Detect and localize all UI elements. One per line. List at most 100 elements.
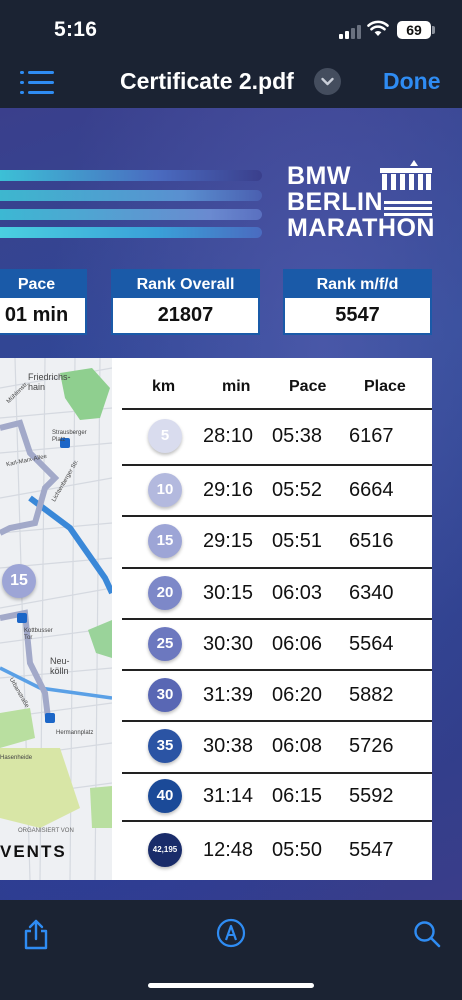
brandenburg-gate-icon [380, 160, 432, 190]
split-row: 20 30:15 06:03 6340 [122, 567, 432, 618]
map-label: Hasenheide [0, 755, 33, 761]
row-divider [122, 408, 432, 410]
split-min: 30:38 [203, 735, 254, 757]
split-place: 5882 [349, 684, 394, 706]
events-text: VENTS [0, 842, 67, 861]
logo-lines [384, 201, 432, 219]
split-min: 28:10 [203, 425, 254, 447]
status-bar: 5:16 69 [0, 0, 462, 58]
row-divider [122, 720, 432, 722]
row-divider [122, 567, 432, 569]
stat-pace: Pace 01 min [0, 269, 87, 335]
chevron-down-icon[interactable] [314, 68, 341, 95]
decor-stripe [0, 170, 262, 181]
split-pace: 06:20 [272, 684, 323, 706]
split-min: 29:16 [203, 479, 254, 501]
list-outline-button[interactable] [18, 68, 58, 98]
course-map: Friedrichs-hain Strausberger Platz Karl-… [0, 358, 112, 880]
header-place: Place [364, 378, 406, 395]
split-row: 30 31:39 06:20 5882 [122, 669, 432, 720]
row-divider [122, 669, 432, 671]
stat-label: Pace [17, 276, 56, 293]
split-row: 5 28:10 05:38 6167 [122, 408, 432, 463]
markup-icon[interactable] [216, 918, 246, 948]
split-pace: 05:50 [272, 839, 323, 861]
split-pace: 06:08 [272, 735, 323, 757]
search-icon[interactable] [413, 920, 441, 948]
split-pace: 06:03 [272, 582, 323, 604]
splits-table: km min Pace Place 5 28:10 05:38 6167 10 29:16… [112, 358, 432, 880]
cellular-signal-icon [339, 25, 361, 39]
split-row: 10 29:16 05:52 6664 [122, 464, 432, 515]
split-place: 5592 [349, 785, 394, 807]
document-title[interactable]: Certificate 2.pdf [120, 68, 294, 94]
split-row: 35 30:38 06:08 5726 [122, 720, 432, 772]
split-place: 5726 [349, 735, 394, 757]
row-divider [122, 820, 432, 822]
km-badge: 30 [148, 678, 182, 712]
map-label: Kottbusser Tor [24, 628, 53, 641]
row-divider [122, 618, 432, 620]
navigation-bar: Certificate 2.pdf Done [0, 58, 462, 108]
bmw-berlin-marathon-logo: BMW BERLIN MARATHON [287, 163, 435, 241]
battery-icon: 69 [397, 21, 431, 39]
split-place: 6664 [349, 479, 394, 501]
logo-line-3: MARATHON [287, 214, 435, 242]
split-row: 25 30:30 06:06 5564 [122, 618, 432, 669]
split-place: 6340 [349, 582, 394, 604]
split-min: 30:30 [203, 633, 254, 655]
stat-rank-overall: Rank Overall 21807 [111, 269, 260, 335]
km-badge: 40 [148, 779, 182, 813]
map-graphic [0, 358, 112, 880]
km-badge: 5 [148, 419, 182, 453]
stat-label: Rank Overall [136, 276, 235, 293]
split-pace: 05:38 [272, 425, 323, 447]
decor-stripe [0, 209, 262, 220]
row-divider [122, 772, 432, 774]
split-min: 30:15 [203, 582, 254, 604]
split-place: 6516 [349, 530, 394, 552]
split-place: 5564 [349, 633, 394, 655]
split-min: 29:15 [203, 530, 254, 552]
map-label: Hermannplatz [56, 730, 94, 736]
km-badge: 15 [148, 524, 182, 558]
km-badge: 35 [148, 729, 182, 763]
header-km: km [152, 378, 176, 395]
split-pace: 06:06 [272, 633, 323, 655]
split-row: 42,195 12:48 05:50 5547 [122, 820, 432, 880]
logo-line-2: BERLIN [287, 188, 384, 216]
stat-label: Rank m/f/d [316, 276, 399, 293]
split-min: 31:14 [203, 785, 254, 807]
stat-value: 5547 [285, 298, 430, 333]
split-row: 15 29:15 05:51 6516 [122, 515, 432, 567]
header-pace: Pace [289, 378, 327, 395]
split-min: 31:39 [203, 684, 254, 706]
km-badge: 20 [148, 576, 182, 610]
row-divider [122, 515, 432, 517]
split-place: 6167 [349, 425, 394, 447]
km-badge: 25 [148, 627, 182, 661]
km-badge: 42,195 [148, 833, 182, 867]
split-pace: 06:15 [272, 785, 323, 807]
map-label: Strausberger Platz [52, 430, 87, 443]
share-icon[interactable] [20, 918, 52, 950]
wifi-icon [367, 20, 389, 36]
done-button[interactable]: Done [383, 68, 441, 94]
status-time: 5:16 [54, 18, 98, 41]
decor-stripe [0, 227, 262, 238]
split-row: 40 31:14 06:15 5592 [122, 772, 432, 820]
decor-stripe [0, 190, 262, 201]
map-label: Friedrichs-hain [28, 372, 71, 392]
home-indicator [148, 983, 314, 988]
logo-line-1: BMW [287, 162, 351, 190]
pdf-page[interactable]: BMW BERLIN MARATHON Pace 01 min Rank Ove… [0, 108, 462, 900]
split-pace: 05:51 [272, 530, 323, 552]
row-divider [122, 464, 432, 466]
organizer-label: ORGANISIERT VON [18, 828, 74, 834]
stat-value: 01 min [0, 298, 85, 333]
stat-value: 21807 [113, 298, 258, 333]
km-badge: 10 [148, 473, 182, 507]
header-min: min [222, 378, 251, 395]
map-label: Neu-kölln [50, 656, 70, 676]
